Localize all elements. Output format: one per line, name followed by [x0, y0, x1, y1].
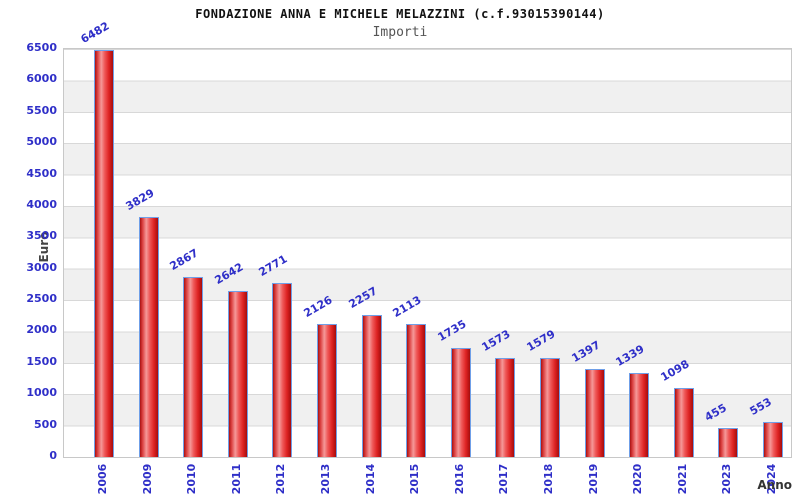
y-tick-label: 3500	[26, 229, 57, 243]
bar-2006	[94, 50, 114, 457]
bar-2023	[718, 428, 739, 457]
bar-2011	[227, 291, 248, 457]
y-tick-label: 5000	[26, 135, 57, 149]
bar-2013	[317, 323, 337, 457]
y-tick-label: 2500	[26, 292, 57, 306]
y-tick-label: 5500	[26, 103, 57, 117]
x-axis-label: Anno	[757, 478, 792, 492]
y-tick-label: 0	[49, 449, 57, 462]
bar-2017	[495, 358, 516, 457]
bar-value-label: 1339	[613, 342, 647, 369]
x-tick-label-2010: 2010	[185, 463, 199, 495]
y-tick-label: 2000	[26, 323, 57, 337]
bar-value-label: 6482	[78, 19, 112, 47]
bar-value-label: 1573	[479, 327, 513, 355]
y-tick-label: 1000	[26, 386, 57, 400]
bar-2024	[763, 422, 783, 457]
bar-2009	[138, 216, 159, 457]
bar-value-label: 1735	[435, 317, 469, 345]
bar-2016	[450, 348, 471, 457]
bar-value-label: 1579	[524, 327, 558, 354]
chart-title: FONDAZIONE ANNA E MICHELE MELAZZINI (c.f…	[195, 7, 605, 21]
bar-2020	[629, 372, 650, 457]
x-tick-label-2014: 2014	[363, 463, 377, 495]
x-tick-label-2020: 2020	[631, 463, 645, 495]
bar-2019	[584, 369, 605, 457]
bar-2018	[540, 357, 560, 457]
y-tick-label: 6500	[26, 41, 57, 54]
x-tick-label-2009: 2009	[140, 463, 154, 495]
bar-value-label: 2771	[256, 252, 290, 280]
y-tick-label: 1500	[26, 354, 57, 368]
y-tick-label: 500	[34, 417, 57, 431]
bar-2015	[406, 324, 427, 457]
bar-value-label: 2642	[212, 260, 246, 288]
x-tick-label-2015: 2015	[408, 463, 422, 495]
bar-value-label: 2126	[301, 292, 335, 320]
bar-2012	[272, 283, 293, 457]
y-tick-label: 4500	[26, 166, 57, 180]
x-tick-label-2013: 2013	[319, 463, 332, 495]
x-tick-label-2012: 2012	[274, 463, 288, 495]
plot-area: 6482 3829 2867 2642 2771 2126 2257 2113 1735 1573…	[63, 20, 792, 458]
y-tick-label: 4000	[26, 197, 57, 211]
bar-value-label: 1098	[658, 357, 692, 385]
bar-value-label: 553	[747, 395, 774, 419]
bar-value-label: 2113	[390, 293, 424, 321]
y-tick-label: 3000	[26, 260, 57, 274]
bar-2010	[183, 277, 204, 457]
x-tick-label-2023: 2023	[720, 463, 734, 495]
x-tick-label-2018: 2018	[542, 463, 555, 495]
bar-value-label: 3829	[123, 186, 157, 213]
x-tick-label-2017: 2017	[497, 463, 511, 495]
y-tick-label: 6000	[26, 72, 57, 86]
bar-value-label: 2257	[346, 284, 380, 312]
x-tick-label-2016: 2016	[452, 463, 466, 495]
bar-2014	[361, 315, 382, 457]
bar-value-label: 455	[702, 401, 730, 425]
bar-value-label: 1397	[569, 338, 603, 366]
chart-subtitle: Importi	[372, 25, 428, 40]
x-tick-label-2006: 2006	[96, 463, 109, 495]
x-tick-label-2011: 2011	[229, 463, 243, 495]
x-tick-label-2021: 2021	[675, 463, 689, 495]
bar-2021	[673, 388, 694, 457]
x-tick-label-2019: 2019	[586, 463, 600, 495]
bar-value-label: 2867	[167, 246, 201, 274]
